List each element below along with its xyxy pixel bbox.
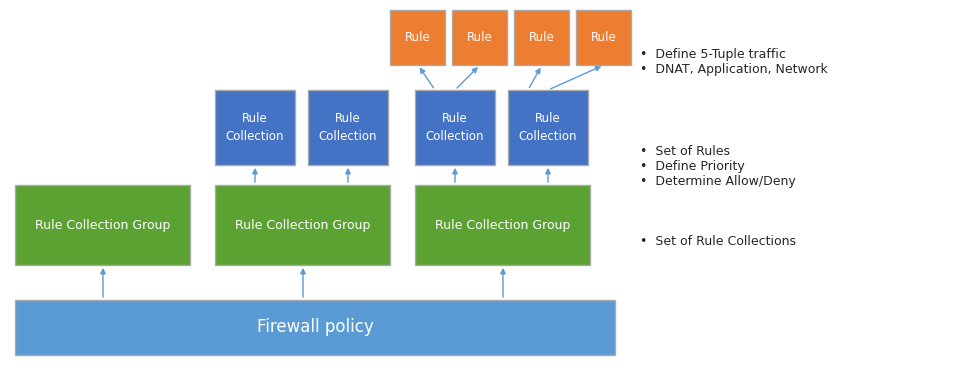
Text: Rule: Rule <box>467 31 492 44</box>
FancyBboxPatch shape <box>215 90 295 165</box>
FancyBboxPatch shape <box>15 185 190 265</box>
FancyBboxPatch shape <box>15 300 615 355</box>
Text: •  DNAT, Application, Network: • DNAT, Application, Network <box>640 63 828 76</box>
Text: Firewall policy: Firewall policy <box>256 318 373 336</box>
Text: •  Set of Rules: • Set of Rules <box>640 145 730 158</box>
Text: Rule
Collection: Rule Collection <box>426 112 485 143</box>
Text: Rule Collection Group: Rule Collection Group <box>35 219 171 231</box>
Text: Rule
Collection: Rule Collection <box>319 112 377 143</box>
FancyBboxPatch shape <box>415 90 495 165</box>
Text: •  Determine Allow/Deny: • Determine Allow/Deny <box>640 175 796 188</box>
Text: •  Define 5-Tuple traffic: • Define 5-Tuple traffic <box>640 48 786 61</box>
Text: Rule
Collection: Rule Collection <box>519 112 577 143</box>
Text: •  Set of Rule Collections: • Set of Rule Collections <box>640 235 796 248</box>
Text: Rule Collection Group: Rule Collection Group <box>435 219 570 231</box>
Text: •  Define Priority: • Define Priority <box>640 160 745 173</box>
Text: Rule Collection Group: Rule Collection Group <box>235 219 370 231</box>
Text: Rule: Rule <box>528 31 555 44</box>
Text: Rule
Collection: Rule Collection <box>226 112 285 143</box>
Text: Rule: Rule <box>591 31 616 44</box>
FancyBboxPatch shape <box>452 10 507 65</box>
Text: Rule: Rule <box>405 31 430 44</box>
FancyBboxPatch shape <box>308 90 388 165</box>
FancyBboxPatch shape <box>514 10 569 65</box>
FancyBboxPatch shape <box>390 10 445 65</box>
FancyBboxPatch shape <box>576 10 631 65</box>
FancyBboxPatch shape <box>215 185 390 265</box>
FancyBboxPatch shape <box>508 90 588 165</box>
FancyBboxPatch shape <box>415 185 590 265</box>
